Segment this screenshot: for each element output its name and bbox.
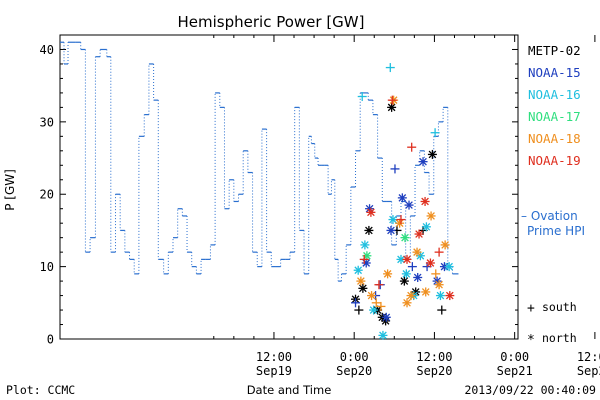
observation-point bbox=[421, 222, 431, 232]
observation-point bbox=[401, 269, 411, 279]
observation-point bbox=[402, 254, 412, 264]
observation-point bbox=[420, 196, 430, 206]
observation-point bbox=[386, 225, 396, 235]
plot-border bbox=[59, 34, 519, 340]
legend-item: NOAA-19 bbox=[528, 153, 581, 168]
x-tick-date: Sep21 bbox=[497, 364, 533, 378]
observation-point bbox=[367, 291, 377, 301]
legend-item: NOAA-17 bbox=[528, 109, 581, 124]
observation-point bbox=[385, 63, 395, 73]
ovation-legend-line1: – Ovation bbox=[521, 209, 578, 223]
observation-point bbox=[430, 128, 440, 138]
observation-point bbox=[366, 207, 376, 217]
observation-point bbox=[437, 305, 447, 315]
x-tick-time: 12:00 bbox=[416, 350, 452, 364]
observation-point bbox=[396, 254, 406, 264]
observation-point bbox=[358, 283, 368, 293]
observation-point bbox=[396, 215, 406, 225]
observation-point bbox=[425, 258, 435, 268]
observation-point bbox=[434, 247, 444, 257]
observation-point bbox=[371, 298, 381, 308]
observation-point bbox=[402, 298, 412, 308]
observation-point bbox=[383, 269, 393, 279]
ovation-prime-series bbox=[60, 41, 459, 282]
observation-point bbox=[364, 225, 374, 235]
observation-point bbox=[357, 92, 367, 102]
observation-point bbox=[376, 301, 386, 311]
observation-point bbox=[431, 269, 441, 279]
observation-point bbox=[378, 330, 388, 340]
observation-point bbox=[400, 233, 410, 243]
observation-point bbox=[434, 280, 444, 290]
observation-point bbox=[356, 276, 366, 286]
observation-point bbox=[406, 291, 416, 301]
observation-point bbox=[359, 254, 369, 264]
x-tick-date: Sep20 bbox=[416, 364, 452, 378]
observation-point bbox=[440, 240, 450, 250]
observation-point bbox=[426, 211, 436, 221]
observation-point bbox=[381, 312, 391, 322]
observation-point bbox=[374, 280, 384, 290]
observation-point bbox=[407, 262, 417, 272]
observation-point bbox=[353, 265, 363, 275]
observation-point bbox=[445, 291, 455, 301]
symbol-south-marker: + bbox=[527, 301, 535, 316]
x-axis-ticks: 12:00Sep190:00Sep2012:00Sep200:00Sep2112… bbox=[213, 35, 600, 378]
satellite-observations bbox=[351, 63, 455, 340]
observation-point bbox=[413, 272, 423, 282]
observation-point bbox=[354, 305, 364, 315]
timestamp: 2013/09/22 00:40:09 bbox=[464, 383, 596, 397]
legend-item: NOAA-18 bbox=[528, 131, 581, 146]
observation-point bbox=[360, 240, 370, 250]
observation-point bbox=[414, 229, 424, 239]
x-axis-label: Date and Time bbox=[247, 383, 332, 397]
observation-point bbox=[412, 247, 422, 257]
y-tick-label: 20 bbox=[40, 188, 54, 202]
x-tick-date: Sep21 bbox=[577, 364, 600, 378]
observation-point bbox=[397, 193, 407, 203]
symbol-legend: + south * north bbox=[527, 300, 577, 348]
chart-title: Hemispheric Power [GW] bbox=[178, 13, 365, 31]
observation-point bbox=[387, 95, 397, 105]
x-tick-time: 0:00 bbox=[340, 350, 369, 364]
observation-point bbox=[427, 149, 437, 159]
observation-point bbox=[421, 287, 431, 297]
observation-point bbox=[388, 215, 398, 225]
x-tick-time: 0:00 bbox=[500, 350, 529, 364]
y-tick-label: 10 bbox=[40, 260, 54, 274]
legend-item: NOAA-15 bbox=[528, 65, 581, 80]
observation-point bbox=[407, 142, 417, 152]
observation-point bbox=[387, 102, 397, 112]
y-tick-label: 30 bbox=[40, 115, 54, 129]
observation-point bbox=[444, 262, 454, 272]
plot-credit: Plot: CCMC bbox=[6, 383, 75, 397]
y-axis-label: P [GW] bbox=[3, 169, 17, 211]
y-tick-label: 0 bbox=[47, 333, 54, 347]
observation-point bbox=[404, 200, 414, 210]
legend: METP-02 NOAA-15 NOAA-16 NOAA-17 NOAA-18 NOAA-… bbox=[528, 43, 581, 168]
symbol-south-label: south bbox=[542, 300, 577, 314]
legend-item: METP-02 bbox=[528, 43, 581, 58]
ovation-legend: – Ovation Prime HPI bbox=[521, 209, 585, 238]
symbol-north-marker: * bbox=[527, 333, 535, 348]
plot-area bbox=[59, 34, 519, 340]
x-tick-time: 12:00 bbox=[577, 350, 600, 364]
ovation-legend-line2: Prime HPI bbox=[527, 224, 585, 238]
x-tick-date: Sep19 bbox=[256, 364, 292, 378]
x-tick-time: 12:00 bbox=[256, 350, 292, 364]
observation-point bbox=[418, 157, 428, 167]
observation-point bbox=[435, 291, 445, 301]
y-axis-ticks: 0 10 20 30 40 bbox=[40, 34, 518, 347]
x-tick-date: Sep20 bbox=[336, 364, 372, 378]
observation-point bbox=[369, 305, 379, 315]
legend-item: NOAA-16 bbox=[528, 87, 581, 102]
y-tick-label: 40 bbox=[40, 43, 54, 57]
observation-point bbox=[390, 164, 400, 174]
symbol-north-label: north bbox=[542, 331, 577, 345]
observation-point bbox=[351, 298, 361, 308]
observation-point bbox=[399, 276, 409, 286]
